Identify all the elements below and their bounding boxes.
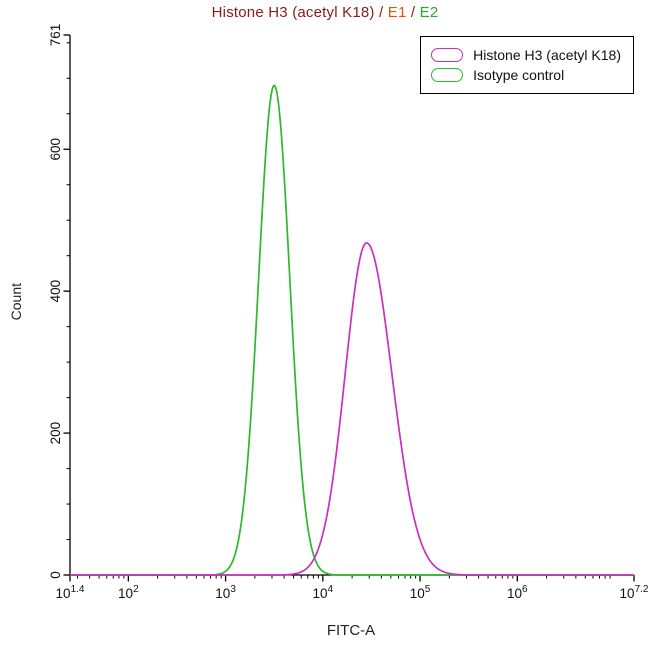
legend: Histone H3 (acetyl K18) Isotype control: [420, 36, 634, 94]
x-tick-label: 101.4: [56, 584, 85, 601]
legend-label: Isotype control: [473, 67, 565, 83]
x-major-ticks: 101.4 102 103 104 105 106 107.2: [56, 575, 649, 601]
title-segment: Histone H3 (acetyl K18): [211, 4, 379, 21]
legend-item: Isotype control: [431, 67, 621, 83]
title-segment: E1: [387, 4, 407, 21]
x-tick-label: 106: [507, 584, 528, 601]
x-tick-label: 103: [215, 584, 236, 601]
y-tick-label: 400: [48, 280, 63, 303]
legend-swatch-icon: [431, 68, 464, 82]
curve-histone-h3-acetyl-k18-: [70, 242, 634, 576]
x-tick-label: 105: [410, 584, 431, 601]
x-tick-label: 102: [118, 584, 139, 601]
curve-isotype-control: [70, 84, 634, 576]
title-segment: E2: [419, 4, 439, 21]
y-tick-label: 200: [48, 422, 63, 445]
y-axis-label: Count: [8, 283, 24, 321]
y-tick-label: 0: [48, 571, 63, 579]
x-axis-label: FITC-A: [326, 622, 376, 639]
title-segment: /: [379, 4, 388, 21]
x-tick-label: 107.2: [620, 584, 649, 601]
y-major-ticks: 0 200 400 600 761: [48, 24, 70, 579]
legend-swatch-icon: [431, 48, 464, 62]
legend-item: Histone H3 (acetyl K18): [431, 47, 621, 63]
y-tick-label: 761: [48, 24, 63, 47]
legend-label: Histone H3 (acetyl K18): [473, 47, 621, 63]
title-segment: /: [406, 4, 420, 21]
y-tick-label: 600: [48, 138, 63, 161]
chart-title: Histone H3 (acetyl K18) / E1 / E2: [0, 4, 650, 21]
x-tick-label: 104: [313, 584, 334, 601]
y-minor-ticks: [66, 42, 70, 541]
